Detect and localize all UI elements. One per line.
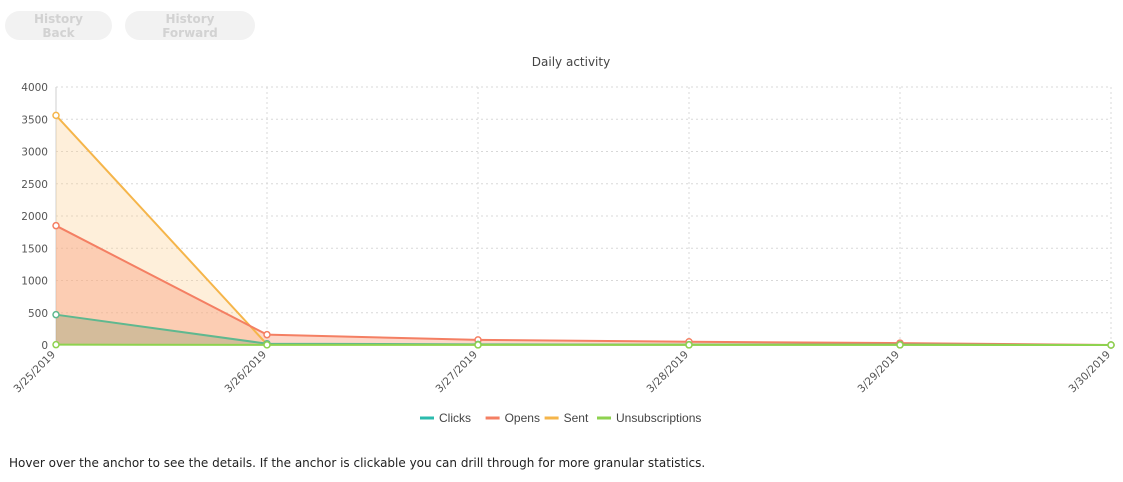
legend-label-opens: Opens [505, 411, 540, 425]
data-point-unsubscriptions [685, 341, 693, 349]
series-area-clicks [56, 314, 1111, 345]
series-area-opens [56, 225, 1111, 345]
legend-label-sent: Sent [564, 411, 589, 425]
series-area-sent [56, 115, 1111, 345]
daily-activity-chart: Daily activity 0 500 1000 1500 2000 2500 3000 3… [12, 55, 1115, 425]
x-tick-label: 3/27/2019 [434, 349, 481, 396]
data-point-sent [52, 111, 60, 120]
history-forward-button[interactable]: History Forward [125, 11, 255, 40]
y-tick-label: 500 [28, 308, 48, 320]
series-areas [56, 115, 1111, 345]
legend-label-unsubscriptions: Unsubscriptions [616, 411, 701, 425]
y-tick-label: 0 [41, 340, 48, 352]
x-tick-label: 3/30/2019 [1067, 349, 1114, 396]
y-tick-label: 3500 [21, 114, 48, 126]
history-back-button[interactable]: History Back [5, 11, 112, 40]
data-point-unsubscriptions [263, 341, 271, 349]
data-point-unsubscriptions [474, 341, 482, 349]
axes: 0 500 1000 1500 2000 2500 3000 3500 4000 3/25/201… [12, 82, 1114, 395]
x-tick-label: 3/29/2019 [856, 349, 903, 396]
y-tick-label: 1500 [21, 243, 48, 255]
x-tick-label: 3/26/2019 [223, 349, 270, 396]
legend: Clicks Opens Sent Unsubscriptions [420, 411, 701, 425]
chart-title: Daily activity [532, 55, 610, 69]
series-points [52, 111, 1115, 349]
series-lines [55, 114, 1112, 346]
y-tick-label: 4000 [21, 82, 48, 94]
x-tick-label: 3/25/2019 [12, 349, 59, 396]
data-point-opens [263, 330, 271, 339]
data-point-unsubscriptions [896, 341, 904, 349]
y-tick-label: 2500 [21, 179, 48, 191]
x-tick-label: 3/28/2019 [645, 349, 692, 396]
y-tick-label: 3000 [21, 147, 48, 159]
data-point-clicks [52, 310, 60, 319]
hint-text: Hover over the anchor to see the details… [9, 456, 706, 470]
y-tick-label: 2000 [21, 211, 48, 223]
data-point-unsubscriptions [1107, 341, 1115, 349]
y-tick-label: 1000 [21, 276, 48, 288]
series-line-opens [55, 224, 1112, 346]
data-point-unsubscriptions [52, 340, 60, 349]
legend-label-clicks: Clicks [439, 411, 471, 425]
data-point-opens [52, 221, 60, 230]
